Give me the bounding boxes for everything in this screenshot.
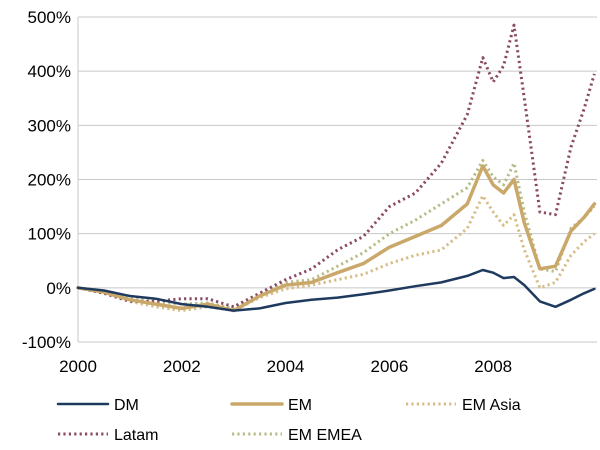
series-lines (76, 23, 597, 313)
x-tick-label: 2004 (267, 357, 305, 376)
legend-label-latam: Latam (114, 427, 158, 444)
x-axis-ticks: 2000 2002 2004 2006 2008 (59, 357, 512, 376)
legend-label-em-asia: EM Asia (462, 397, 521, 414)
legend-label-em-emea: EM EMEA (288, 427, 362, 444)
y-axis-ticks: -100% 0% 100% 200% 300% 400% 500% (22, 8, 71, 352)
series-line-em-emea (77, 159, 596, 310)
y-tick-label: 300% (28, 116, 71, 135)
y-tick-label: 400% (28, 62, 71, 81)
y-tick-label: 100% (28, 225, 71, 244)
series-line-em-asia (77, 194, 596, 313)
y-tick-label: 200% (28, 171, 71, 190)
x-tick-label: 2002 (163, 357, 201, 376)
series-line-em (76, 164, 597, 313)
y-tick-label: -100% (22, 333, 71, 352)
legend-label-dm: DM (114, 397, 139, 414)
x-tick-label: 2000 (59, 357, 97, 376)
gridlines (77, 16, 597, 343)
x-tick-label: 2006 (370, 357, 408, 376)
legend-label-em: EM (288, 397, 312, 414)
y-tick-label: 500% (28, 8, 71, 27)
series-line-latam (77, 23, 596, 309)
series-line-dm (76, 268, 596, 312)
y-tick-label: 0% (46, 279, 71, 298)
legend: DM EM EM Asia Latam EM EMEA (56, 397, 521, 444)
x-tick-label: 2008 (474, 357, 512, 376)
